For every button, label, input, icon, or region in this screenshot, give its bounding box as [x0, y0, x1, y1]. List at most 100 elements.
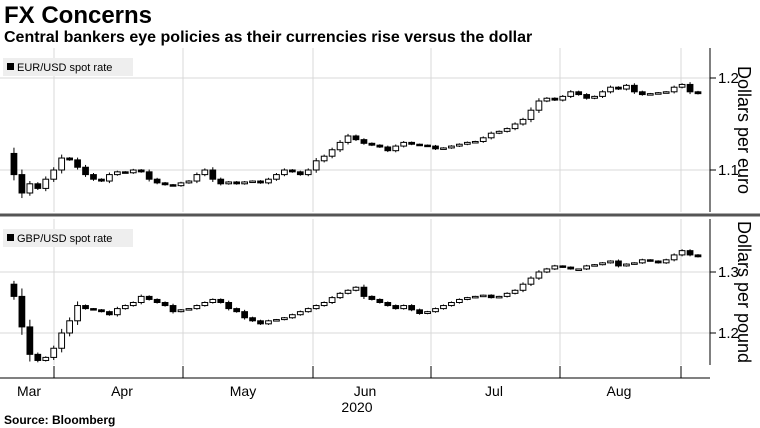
- candle-up: [511, 289, 519, 294]
- candle-down: [241, 311, 248, 319]
- candle-down: [90, 308, 97, 311]
- candle-down: [98, 178, 105, 182]
- candle-down: [90, 174, 97, 180]
- chart-title: FX Concerns: [4, 2, 153, 29]
- candle-up: [320, 302, 328, 307]
- candle-up: [503, 292, 511, 297]
- candle-down: [153, 178, 161, 184]
- candle-up: [432, 308, 439, 313]
- candle-down: [376, 144, 384, 148]
- candle-up: [678, 250, 686, 256]
- candle-up: [400, 141, 408, 147]
- candle-up: [336, 141, 344, 151]
- candle-down: [106, 311, 113, 316]
- candle-up: [607, 260, 614, 264]
- candle-up: [670, 86, 678, 93]
- candle-up: [479, 294, 487, 298]
- candle-down: [121, 171, 129, 174]
- candle-down: [233, 181, 241, 185]
- candle-down: [392, 305, 400, 310]
- candle-down: [487, 294, 495, 299]
- candle-up: [662, 259, 670, 264]
- candle-up: [519, 283, 527, 291]
- candle-up: [336, 292, 344, 299]
- candle-up: [559, 95, 567, 101]
- candle-up: [281, 169, 288, 176]
- candle-up: [631, 262, 638, 265]
- candle-up: [320, 155, 328, 162]
- x-tick-label: Jun: [354, 383, 377, 399]
- candle-up: [66, 320, 73, 334]
- candle-down: [82, 305, 89, 310]
- candle-up: [543, 97, 551, 102]
- candle-up: [543, 268, 551, 273]
- candle-up: [288, 314, 296, 319]
- candle-down: [368, 295, 376, 300]
- candle-up: [591, 264, 598, 267]
- candle-down: [694, 91, 702, 95]
- candle-up: [42, 178, 50, 189]
- candle-down: [217, 298, 225, 304]
- candle-up: [50, 169, 58, 180]
- candle-up: [638, 259, 646, 264]
- candle-up: [623, 263, 630, 267]
- candle-up: [26, 183, 34, 194]
- candle-up: [623, 84, 630, 90]
- y-axis-label: Dollars per pound: [734, 221, 754, 363]
- candle-up: [185, 308, 193, 311]
- candle-down: [296, 171, 304, 176]
- candle-up: [495, 295, 503, 299]
- candle-down: [153, 298, 161, 304]
- candle-up: [328, 149, 336, 157]
- x-tick-label: Apr: [111, 383, 133, 399]
- candle-up: [177, 309, 185, 313]
- candle-up: [281, 317, 288, 321]
- candle-down: [631, 84, 638, 93]
- candle-down: [686, 250, 694, 256]
- x-tick-label: Mar: [17, 383, 41, 399]
- candle-down: [225, 302, 233, 310]
- candle-down: [551, 97, 559, 101]
- candle-down: [654, 260, 662, 264]
- candle-down: [257, 180, 264, 184]
- candle-down: [615, 260, 622, 267]
- candle-down: [145, 295, 153, 300]
- candle-up: [646, 93, 654, 96]
- candle-down: [686, 83, 694, 93]
- candle-up: [185, 180, 193, 184]
- candle-up: [456, 298, 463, 304]
- candle-up: [654, 92, 662, 95]
- candle-down: [424, 144, 431, 148]
- candle-down: [360, 286, 368, 297]
- candle-up: [440, 147, 447, 150]
- candle-up: [344, 135, 352, 143]
- candle-up: [265, 320, 272, 325]
- candle-up: [312, 160, 320, 171]
- x-tick-label: Aug: [607, 383, 632, 399]
- source-note: Source: Bloomberg: [4, 413, 116, 427]
- legend-swatch: [7, 234, 14, 241]
- candle-down: [82, 166, 89, 176]
- candle-down: [416, 309, 423, 314]
- candle-up: [551, 265, 559, 270]
- candle-up: [440, 305, 447, 310]
- candle-down: [352, 135, 360, 141]
- candle-down: [360, 139, 368, 144]
- candle-down: [384, 146, 392, 152]
- candle-up: [352, 286, 360, 291]
- candle-down: [408, 141, 416, 145]
- candle-down: [408, 305, 416, 311]
- candle-down: [638, 91, 646, 96]
- candle-up: [448, 145, 455, 149]
- candle-up: [463, 297, 471, 300]
- candle-down: [257, 320, 264, 325]
- legend-box: [3, 58, 133, 76]
- candle-up: [177, 182, 185, 187]
- candle-down: [384, 302, 392, 307]
- candle-up: [487, 132, 495, 139]
- candle-up: [448, 302, 455, 307]
- candle-down: [34, 353, 42, 361]
- candle-down: [288, 169, 296, 173]
- candle-up: [575, 268, 583, 271]
- candle-down: [161, 182, 169, 186]
